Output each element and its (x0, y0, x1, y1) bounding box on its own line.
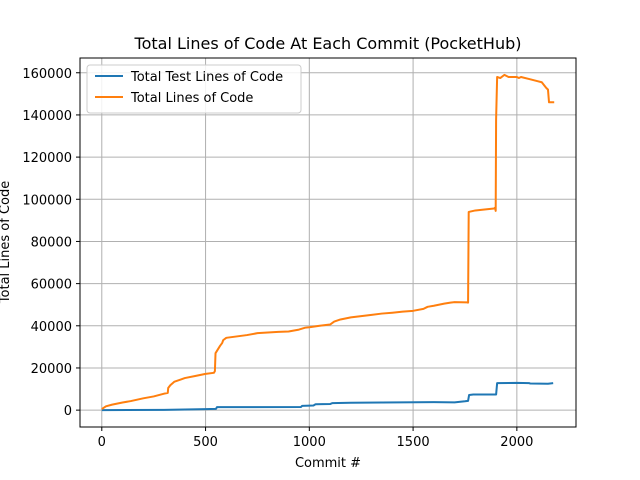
legend-box (86, 64, 302, 114)
plot-frame (79, 57, 577, 428)
x-tick-label: 2000 (500, 435, 533, 450)
x-axis: 0 500 1000 1500 2000 (98, 427, 533, 450)
y-tick-label: 160000 (22, 67, 72, 82)
y-tick-label: 20000 (31, 362, 72, 377)
series-layer (101, 73, 555, 412)
x-tick-label: 1000 (293, 435, 326, 450)
y-tick-label: 80000 (31, 235, 72, 250)
x-tick-label: 500 (193, 435, 218, 450)
y-axis-label: Total Lines of Code (0, 181, 13, 304)
chart-title: Total Lines of Code At Each Commit (Pock… (134, 34, 522, 53)
legend: Total Test Lines of Code Total Lines of … (86, 64, 302, 114)
y-tick-label: 0 (64, 404, 72, 419)
y-tick-label: 40000 (31, 320, 72, 335)
x-axis-label: Commit # (295, 456, 361, 471)
series-line-0 (101, 381, 554, 412)
y-tick-label: 60000 (31, 278, 72, 293)
grid (80, 58, 576, 427)
x-tick-label: 0 (98, 435, 106, 450)
y-tick-label: 100000 (22, 193, 72, 208)
legend-label-total-lines: Total Lines of Code (130, 91, 253, 106)
y-axis: 0 20000 40000 60000 80000 100000 120000 140000 1… (22, 67, 80, 419)
series-line-1 (101, 73, 555, 410)
x-tick-label: 1500 (397, 435, 430, 450)
y-tick-label: 140000 (22, 109, 72, 124)
y-tick-label: 120000 (22, 151, 72, 166)
legend-label-test-lines: Total Test Lines of Code (130, 70, 283, 85)
